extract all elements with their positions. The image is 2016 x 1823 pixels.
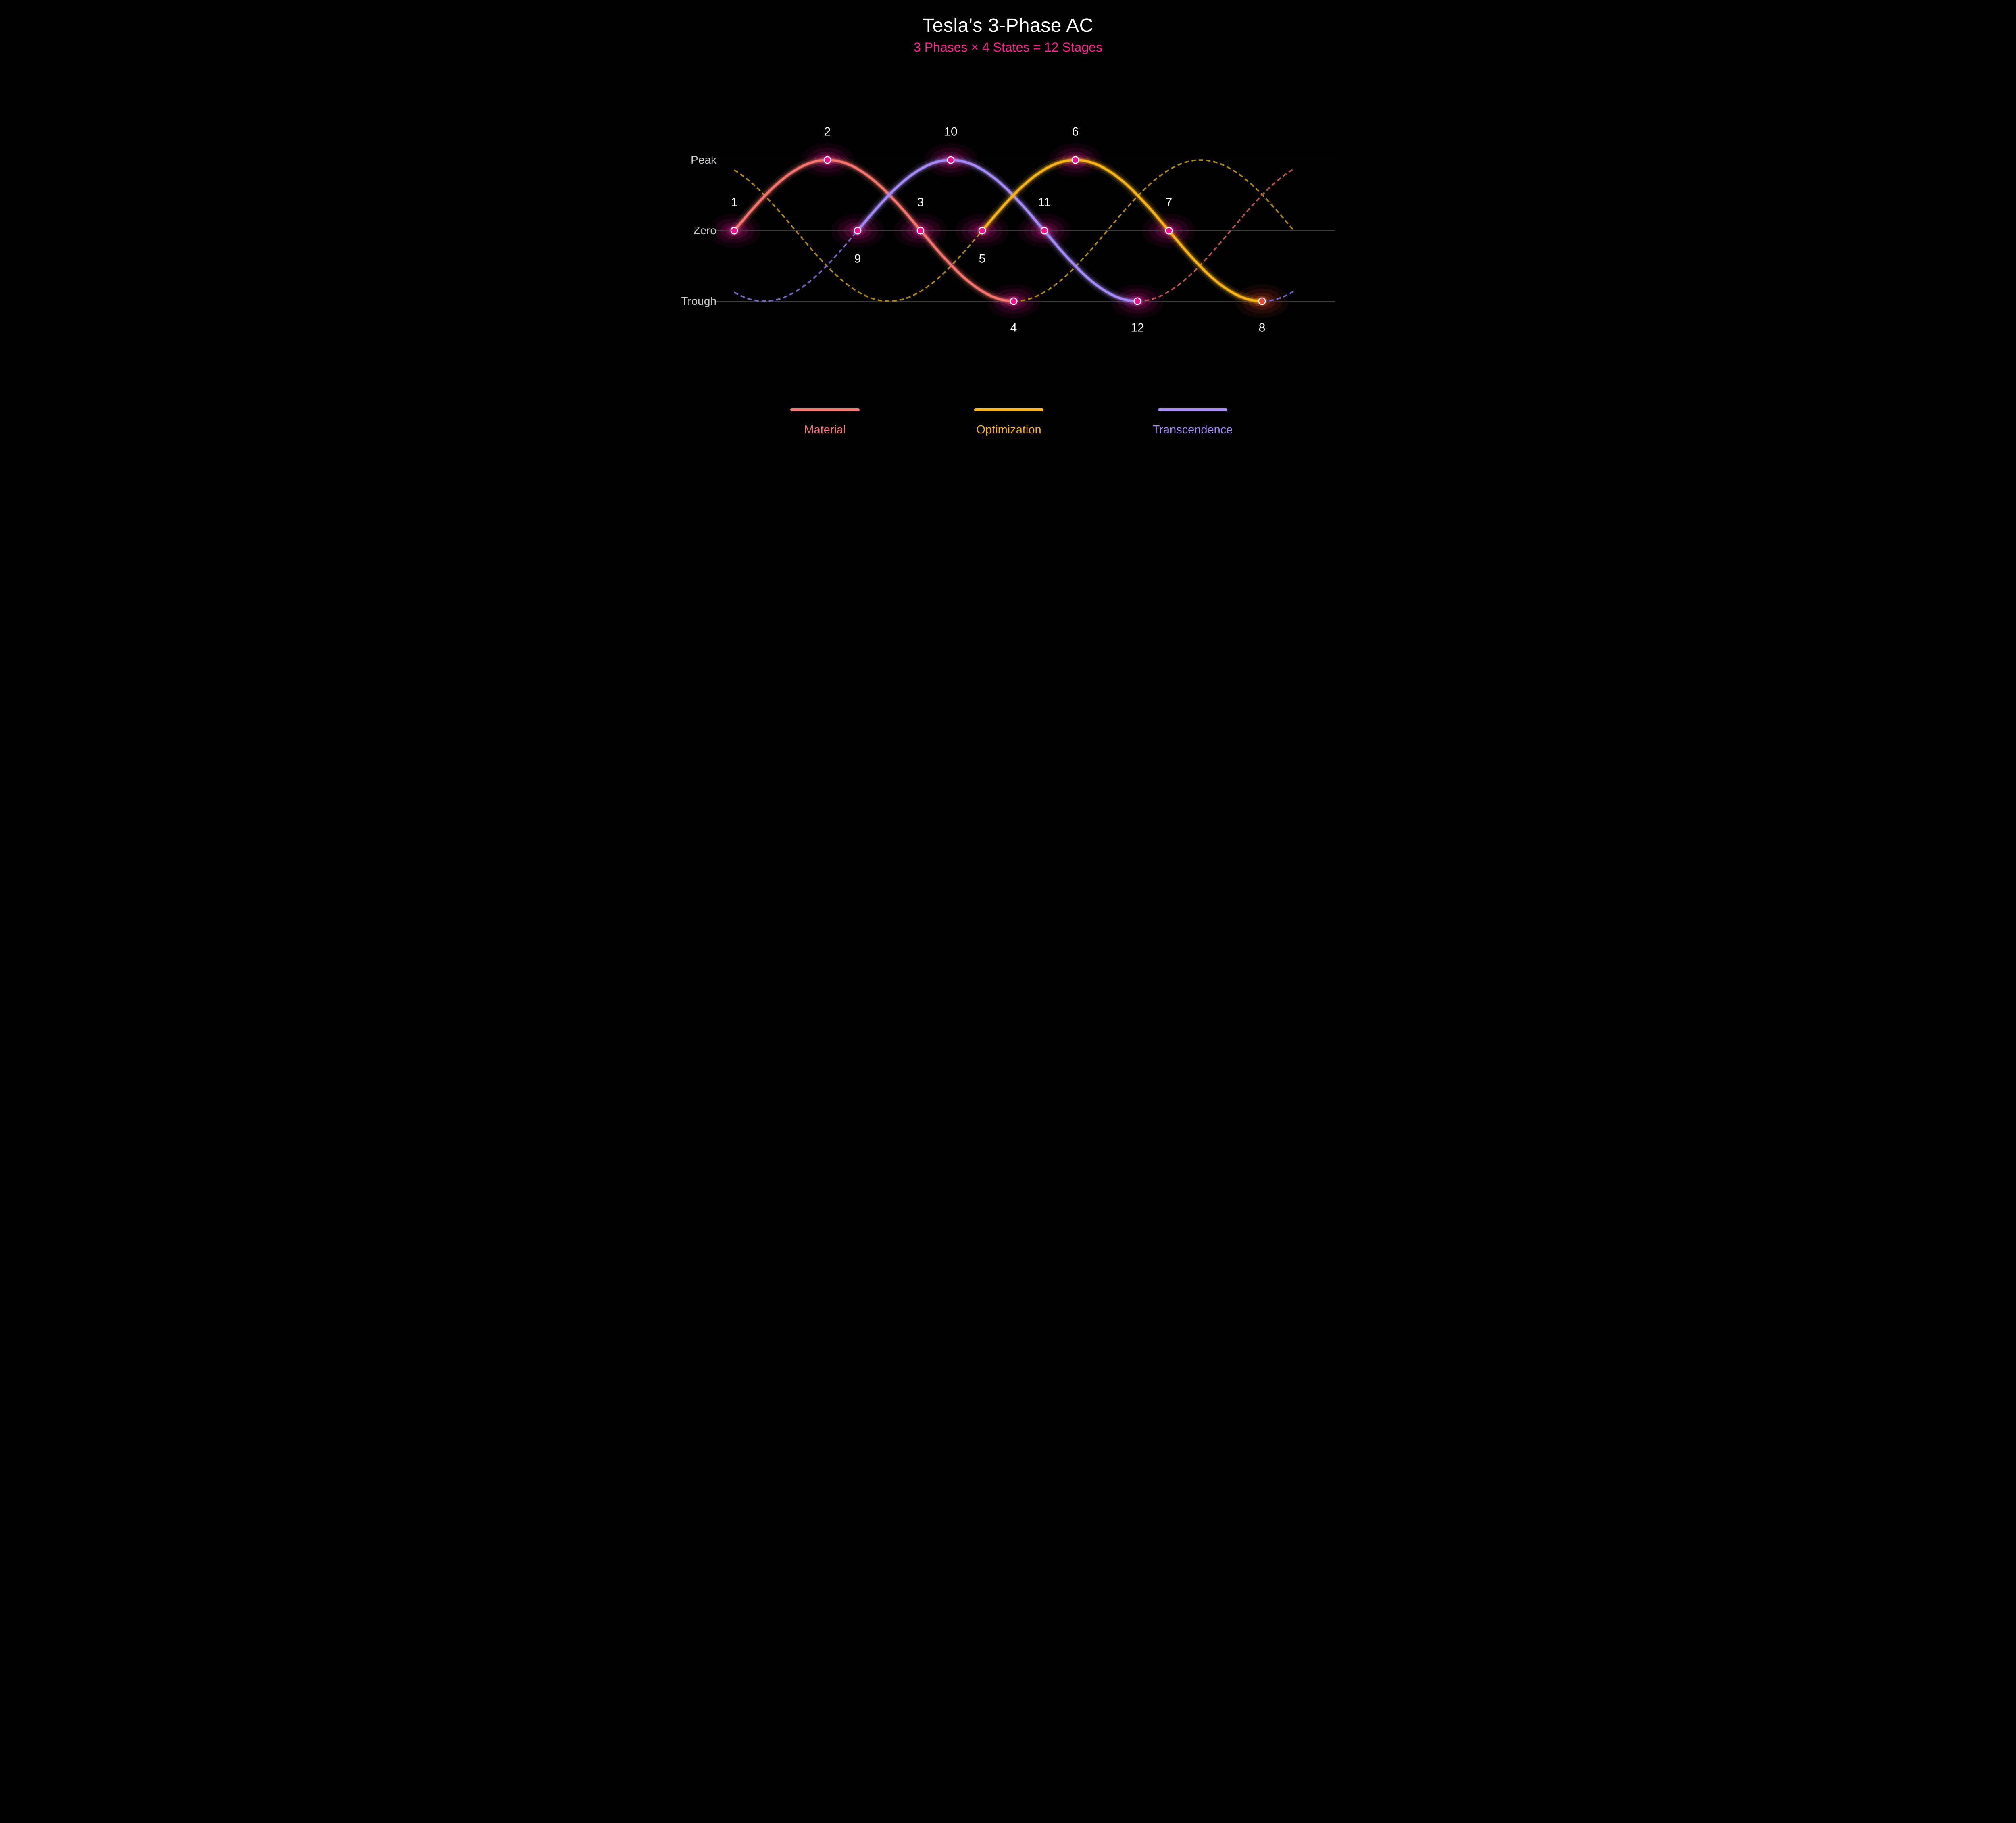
stage-9-number: 9 bbox=[854, 252, 861, 266]
stage-3-point bbox=[916, 227, 925, 235]
stage-5-number: 5 bbox=[979, 252, 986, 266]
material-continuation-dashed bbox=[1014, 159, 1294, 302]
optimization-history-dashed bbox=[733, 169, 983, 302]
y-axis-label-zero: Zero bbox=[669, 223, 716, 238]
stage-12-number: 12 bbox=[1131, 321, 1144, 335]
solid-curves bbox=[729, 155, 1267, 306]
stage-6-point bbox=[1071, 156, 1079, 164]
legend-label-transcendence: Transcendence bbox=[1152, 423, 1233, 436]
y-axis-label-peak: Peak bbox=[669, 152, 716, 168]
dashed-curves bbox=[733, 159, 1294, 302]
stage-4-number: 4 bbox=[1010, 321, 1017, 335]
stage-10-number: 10 bbox=[944, 125, 957, 139]
stage-11-point bbox=[1040, 227, 1048, 235]
stage-4-point bbox=[1010, 297, 1018, 305]
legend-label-optimization: Optimization bbox=[976, 423, 1041, 436]
stage-1-number: 1 bbox=[731, 196, 738, 209]
stage-8-number: 8 bbox=[1259, 321, 1266, 335]
stage-5-point bbox=[978, 227, 986, 235]
transcendence-continuation-dashed bbox=[1137, 168, 1294, 302]
stage-9-point bbox=[854, 227, 862, 235]
legend-item-transcendence: Transcendence bbox=[1124, 408, 1261, 437]
legend-swatch-material-line bbox=[790, 408, 860, 411]
stage-dots bbox=[730, 156, 1266, 305]
stage-7-number: 7 bbox=[1166, 196, 1173, 209]
stage-11-number: 11 bbox=[1038, 196, 1050, 209]
stage-8-point bbox=[1258, 297, 1266, 305]
legend-label-material: Material bbox=[804, 423, 846, 436]
optimization-solid bbox=[981, 159, 1263, 302]
y-axis-label-trough: Trough bbox=[669, 293, 716, 309]
stage-10-point bbox=[947, 156, 955, 164]
stage-2-number: 2 bbox=[824, 125, 831, 139]
stage-7-point bbox=[1165, 227, 1173, 235]
stage-12-point bbox=[1133, 297, 1141, 305]
chart-figure: 1 2 3 4 5 6 7 8 9 10 11 12 Tesla's 3-Phase AC 3 Pha… bbox=[669, 0, 1347, 456]
legend-item-material: Material bbox=[756, 408, 893, 437]
transcendence-solid bbox=[856, 159, 1139, 302]
legend-swatch-optimization-line bbox=[974, 408, 1043, 411]
legend-item-optimization: Optimization bbox=[940, 408, 1077, 437]
stage-6-number: 6 bbox=[1072, 125, 1079, 139]
legend-swatch-transcendence-line bbox=[1158, 408, 1227, 411]
stage-1-point bbox=[730, 227, 738, 235]
stage-3-number: 3 bbox=[917, 196, 924, 209]
material-solid bbox=[733, 159, 1015, 302]
transcendence-history-dashed bbox=[734, 230, 858, 302]
stage-2-point bbox=[823, 156, 831, 164]
optimization-continuation-dashed bbox=[1262, 291, 1294, 302]
